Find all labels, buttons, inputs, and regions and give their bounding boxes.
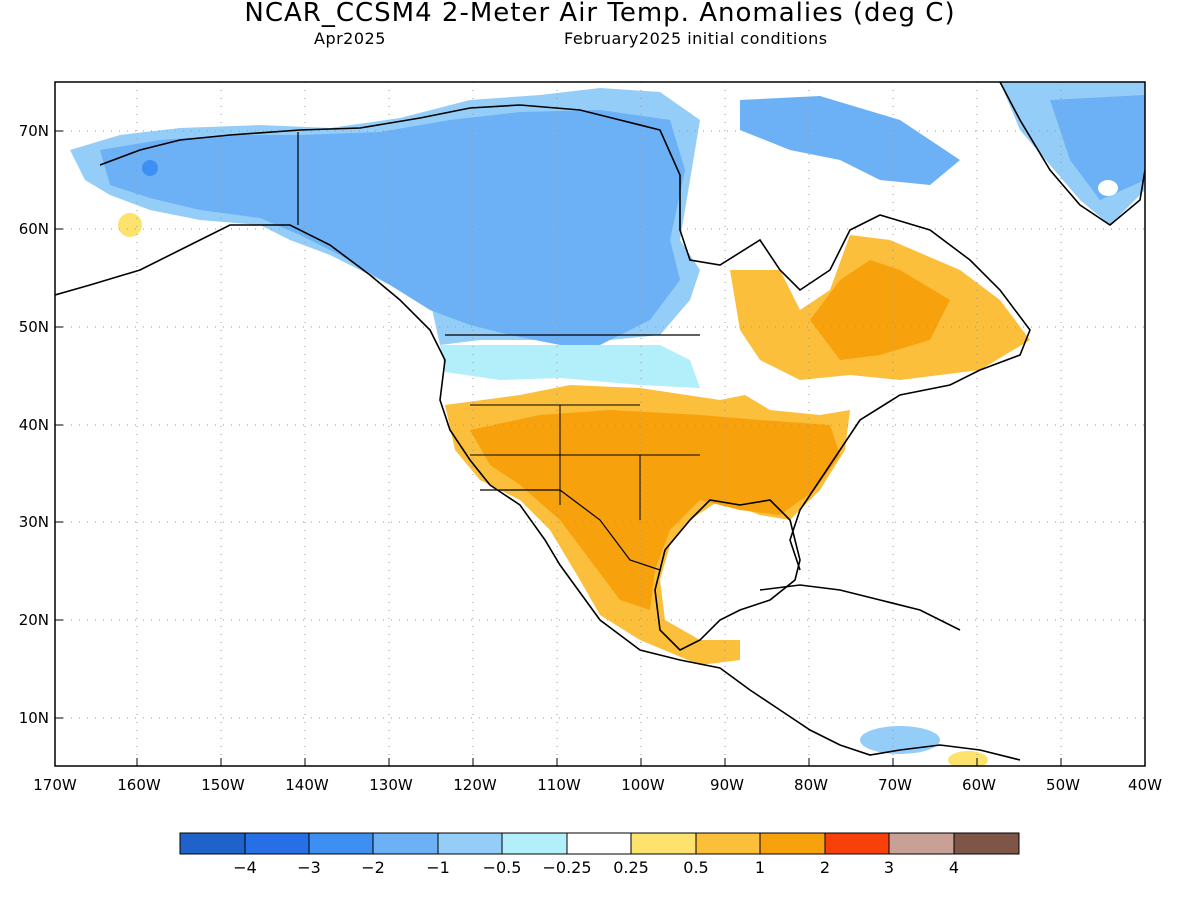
colorbar-label: −2 <box>361 858 385 877</box>
colorbar-label: −4 <box>233 858 257 877</box>
lon-label-160w: 160W <box>117 776 161 794</box>
colorbar-swatch <box>244 832 310 855</box>
colorbar-swatch <box>372 832 439 855</box>
lon-label-60w: 60W <box>962 776 996 794</box>
warm-region-conus-core <box>470 410 840 610</box>
cold-region-arctic-islands <box>740 96 960 185</box>
forecast-month: Apr2025 <box>314 29 386 48</box>
lon-label-40w: 40W <box>1128 776 1162 794</box>
coastlines <box>55 82 1145 761</box>
colorbar-label: −1 <box>426 858 450 877</box>
colorbar-swatch <box>888 832 955 855</box>
colorbar-swatch <box>759 832 826 855</box>
colorbar-swatch <box>566 832 632 855</box>
colorbar: −4 −3 −2 −1 −0.5 −0.25 0.25 0.5 1 2 3 4 <box>179 832 1020 877</box>
colorbar-swatch <box>630 832 697 855</box>
colorbar-label: 1 <box>755 858 765 877</box>
cold-region-greenland-core <box>1050 95 1145 200</box>
lon-label-170w: 170W <box>33 776 77 794</box>
colorbar-label: 4 <box>949 858 959 877</box>
warm-spot-alaska-south <box>118 213 142 237</box>
initial-conditions: February2025 initial conditions <box>564 29 828 48</box>
colorbar-label: −0.5 <box>483 858 522 877</box>
colorbar-swatch <box>695 832 761 855</box>
colorbar-label: 2 <box>820 858 830 877</box>
lon-label-90w: 90W <box>710 776 744 794</box>
lat-label-30n: 30N <box>19 513 49 531</box>
cold-spot-alaska-core <box>142 160 158 176</box>
lon-label-110w: 110W <box>537 776 581 794</box>
warm-region-east-canada-core <box>810 260 950 360</box>
lat-label-60n: 60N <box>19 220 49 238</box>
colorbar-label: −3 <box>297 858 321 877</box>
lat-label-20n: 20N <box>19 611 49 629</box>
lon-label-130w: 130W <box>369 776 413 794</box>
colorbar-swatch <box>179 832 246 855</box>
cold-region-greenland-white <box>1098 180 1118 196</box>
axis-ticks <box>55 130 1062 766</box>
lon-label-50w: 50W <box>1046 776 1080 794</box>
colorbar-swatch <box>824 832 890 855</box>
lat-label-50n: 50N <box>19 318 49 336</box>
plot-frame <box>54 81 1146 767</box>
lon-label-120w: 120W <box>453 776 497 794</box>
colorbar-label: 0.5 <box>683 858 708 877</box>
colorbar-swatch <box>953 832 1020 855</box>
lon-label-140w: 140W <box>285 776 329 794</box>
colorbar-swatch <box>308 832 374 855</box>
lat-label-10n: 10N <box>19 709 49 727</box>
lon-label-70w: 70W <box>878 776 912 794</box>
lat-label-70n: 70N <box>19 122 49 140</box>
colorbar-label: −0.25 <box>542 858 591 877</box>
lon-label-150w: 150W <box>201 776 245 794</box>
map-title: NCAR_CCSM4 2-Meter Air Temp. Anomalies (… <box>244 0 956 28</box>
colorbar-swatch <box>501 832 568 855</box>
lon-label-80w: 80W <box>794 776 828 794</box>
colorbar-swatch <box>437 832 503 855</box>
lon-label-100w: 100W <box>621 776 665 794</box>
colorbar-label: 3 <box>884 858 894 877</box>
cold-region-great-plains <box>440 345 700 388</box>
lat-label-40n: 40N <box>19 416 49 434</box>
cold-region-canada-core <box>100 110 685 345</box>
colorbar-label: 0.25 <box>613 858 649 877</box>
warm-region-trinidad <box>948 751 988 766</box>
